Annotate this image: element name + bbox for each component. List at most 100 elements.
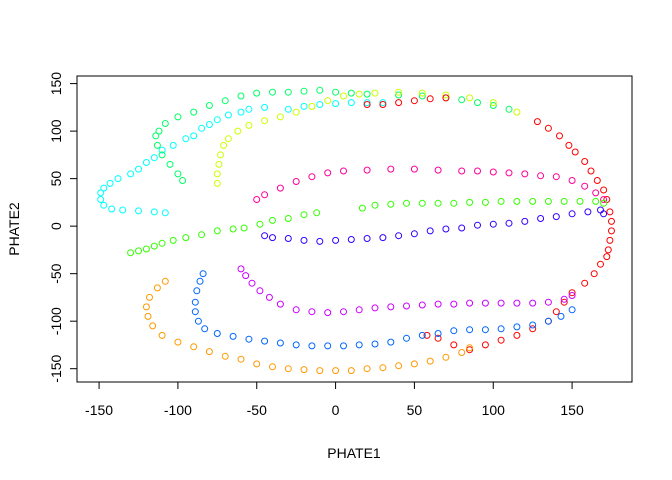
data-point [568, 289, 576, 297]
data-point [324, 97, 332, 105]
data-point [466, 299, 474, 307]
data-point [340, 308, 347, 316]
data-point [584, 208, 592, 216]
data-point [513, 331, 521, 339]
data-point [190, 343, 198, 351]
data-point [153, 141, 161, 149]
data-point [158, 151, 166, 159]
data-point [150, 242, 158, 250]
data-point [229, 225, 237, 233]
data-point [229, 332, 237, 340]
data-point [387, 303, 395, 311]
data-point [606, 236, 614, 244]
data-point [371, 201, 379, 209]
x-tick-label: 100 [482, 402, 506, 418]
data-point [261, 337, 269, 345]
data-point [489, 102, 497, 109]
data-point [332, 88, 340, 96]
data-point [100, 201, 108, 209]
data-point [97, 189, 105, 197]
data-point [466, 94, 474, 102]
data-point [434, 330, 442, 337]
data-point [395, 232, 403, 240]
data-point [544, 317, 552, 325]
x-tick-label: 50 [407, 402, 423, 418]
data-point [174, 338, 182, 346]
data-point [379, 99, 387, 107]
data-point [213, 116, 221, 124]
data-point [144, 312, 152, 320]
data-point [300, 366, 308, 374]
data-point [529, 299, 537, 307]
data-point [565, 141, 573, 149]
data-point [261, 117, 269, 125]
data-point [395, 362, 403, 370]
data-point [119, 206, 127, 214]
series-8 [191, 270, 576, 350]
data-point [521, 170, 529, 178]
data-point [108, 205, 116, 213]
data-point [442, 225, 450, 233]
data-point [256, 287, 264, 295]
data-point [191, 308, 199, 316]
data-point [474, 221, 481, 229]
x-tick-label: -150 [85, 402, 113, 418]
data-point [379, 101, 387, 108]
data-point [387, 200, 395, 208]
data-point [371, 89, 379, 97]
data-point [418, 92, 426, 100]
data-point [196, 277, 204, 285]
data-point [166, 160, 174, 168]
data-point [316, 101, 324, 108]
data-point [466, 198, 474, 206]
data-point [292, 306, 300, 314]
data-point [276, 300, 284, 308]
y-tick-label: 100 [48, 119, 64, 143]
data-point [213, 330, 221, 337]
data-point [316, 86, 324, 94]
data-point [169, 236, 177, 244]
data-point [340, 167, 347, 175]
data-point [597, 206, 604, 214]
data-point [150, 154, 158, 162]
data-point [221, 97, 229, 105]
data-point [215, 160, 223, 168]
data-point [434, 199, 442, 207]
data-point [190, 132, 198, 140]
data-point [97, 196, 105, 203]
data-point [608, 217, 615, 225]
data-point [127, 249, 135, 257]
data-point [571, 148, 579, 156]
data-point [213, 170, 221, 178]
data-point [213, 179, 221, 187]
data-point [245, 121, 253, 129]
data-point [458, 167, 466, 175]
data-point [403, 302, 410, 310]
data-point [442, 91, 450, 99]
data-point [240, 224, 248, 232]
y-tick-label: 50 [48, 171, 64, 187]
data-point [284, 215, 292, 222]
y-axis: -150 -100 -50 0 50 100 150 [48, 72, 78, 383]
data-point [552, 213, 560, 221]
data-point [324, 169, 332, 177]
data-point [363, 90, 371, 98]
data-point [513, 323, 521, 331]
data-point [489, 99, 497, 107]
data-point [458, 96, 466, 104]
data-point [300, 211, 308, 219]
data-point [292, 341, 300, 349]
data-point [355, 306, 363, 314]
data-point [205, 348, 213, 356]
data-point [308, 173, 316, 181]
data-point [284, 365, 292, 373]
data-point [190, 108, 198, 116]
data-point [537, 172, 545, 180]
data-point [347, 367, 355, 375]
data-point [423, 331, 431, 339]
data-point [466, 346, 474, 354]
data-point [387, 338, 395, 346]
data-point [450, 327, 458, 335]
series-5 [127, 197, 608, 257]
